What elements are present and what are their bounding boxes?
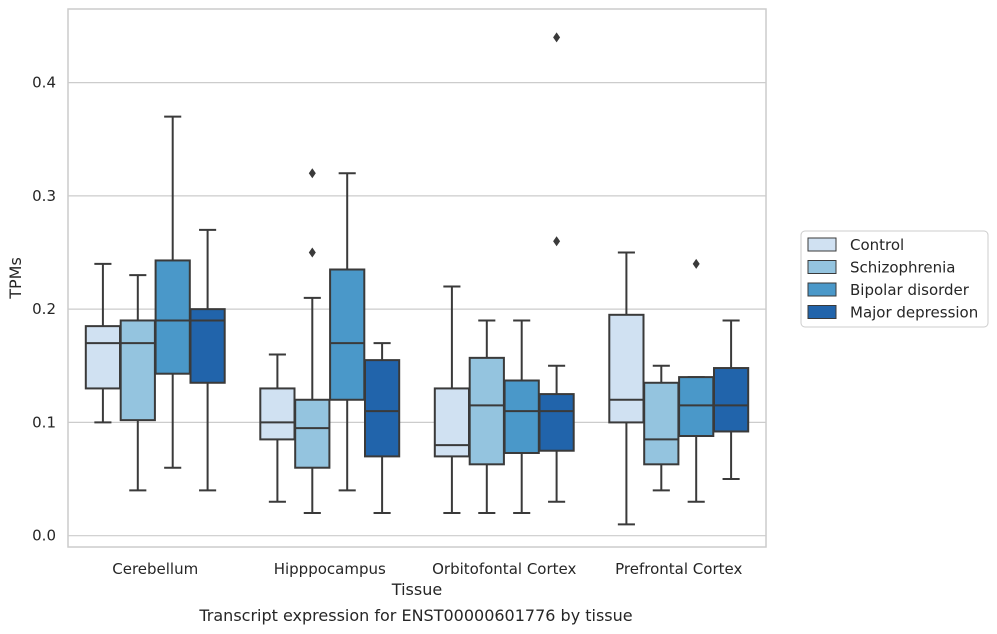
box <box>294 398 331 469</box>
box <box>84 325 122 390</box>
x-axis-label: Tissue <box>391 580 442 599</box>
y-tick-label: 0.3 <box>32 187 56 205</box>
box <box>154 259 191 375</box>
x-tick-label: Prefrontal Cortex <box>615 560 742 578</box>
plot-frame <box>67 8 767 548</box>
y-tick-label: 0.0 <box>32 527 56 545</box>
box <box>363 359 401 458</box>
box <box>608 313 645 424</box>
y-tick-label: 0.1 <box>32 413 56 431</box>
legend-label: Bipolar disorder <box>850 281 970 299</box>
legend-swatch <box>807 237 837 252</box>
legend-label: Schizophrenia <box>850 259 955 277</box>
box <box>503 379 540 454</box>
box <box>259 387 296 441</box>
legend-swatch <box>807 305 837 319</box>
y-tick-label: 0.4 <box>32 74 56 92</box>
y-tick-label: 0.2 <box>32 300 56 318</box>
legend-label: Control <box>850 236 904 254</box>
box <box>329 268 366 401</box>
x-tick-label: Orbitofontal Cortex <box>432 560 576 578</box>
y-axis-label: TPMs <box>6 257 25 300</box>
legend-swatch <box>807 260 837 274</box>
box-plot-chart: 0.0 0.1 0.2 0.3 0.4 Cerebellum Hipppocampus Orb… <box>6 8 989 599</box>
box <box>678 376 715 438</box>
box <box>433 387 471 458</box>
figure-caption: Transcript expression for ENST0000060177… <box>199 606 633 625</box>
x-tick-label: Hipppocampus <box>274 560 386 578</box>
box <box>538 393 575 452</box>
outlier-marker <box>692 258 700 269</box>
box <box>119 319 156 422</box>
legend-label: Major depression <box>850 304 978 322</box>
box <box>468 356 505 466</box>
legend-box <box>800 230 989 328</box>
outlier-marker <box>308 247 316 258</box>
legend-swatch <box>807 282 837 297</box>
outlier-marker <box>308 168 316 179</box>
x-tick-label: Cerebellum <box>112 560 198 578</box>
box <box>643 381 680 466</box>
box <box>712 367 750 433</box>
outlier-marker <box>553 32 561 43</box>
outlier-marker <box>553 236 561 247</box>
